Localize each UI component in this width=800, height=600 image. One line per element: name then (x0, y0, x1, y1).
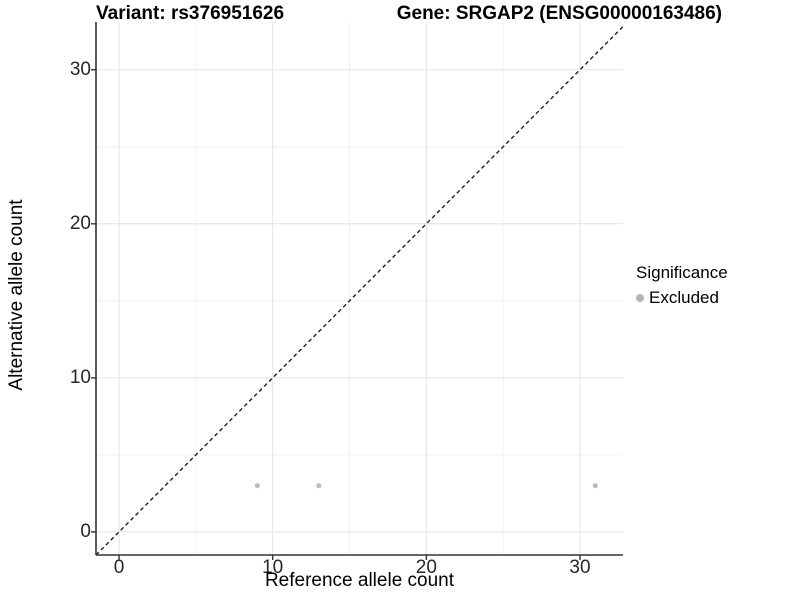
data-point (316, 483, 322, 489)
y-tick-label: 20 (69, 212, 91, 234)
x-tick-label: 30 (569, 557, 591, 578)
plot-title-variant: Variant: rs376951626 (96, 3, 285, 24)
x-tick-label: 20 (415, 557, 437, 578)
y-tick-label: 30 (69, 58, 91, 80)
x-tick-label: 10 (262, 557, 284, 578)
legend: Significance Excluded (636, 263, 728, 308)
x-axis-title: Reference allele count (264, 570, 455, 591)
plot-title-gene: Gene: SRGAP2 (ENSG00000163486) (396, 3, 722, 24)
identity-reference-line (96, 26, 623, 555)
data-point (254, 483, 260, 489)
legend-item-label: Excluded (649, 288, 719, 307)
legend-item-excluded: Excluded (636, 288, 728, 308)
legend-title: Significance (636, 263, 728, 282)
y-tick-label: 10 (69, 366, 91, 388)
y-axis-title: Alternative allele count (6, 199, 27, 391)
data-point (592, 483, 598, 489)
legend-circle-marker-icon (636, 294, 644, 302)
x-tick-label: 0 (113, 557, 125, 578)
y-tick-label: 0 (80, 520, 91, 542)
